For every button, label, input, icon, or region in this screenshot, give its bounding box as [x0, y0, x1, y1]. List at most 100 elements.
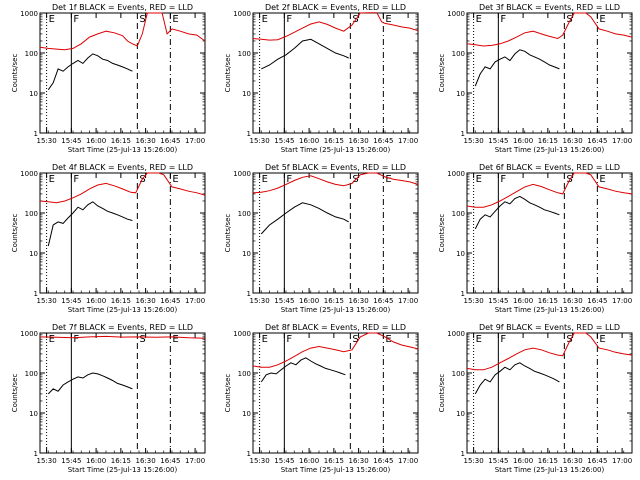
y-tick-label: 1000 — [233, 10, 251, 18]
x-tick-label: 16:45 — [160, 457, 180, 465]
marker-label: S — [566, 14, 572, 25]
y-tick-label: 1000 — [447, 330, 465, 338]
y-tick-label: 1000 — [447, 170, 465, 178]
x-axis-label: Start Time (25-Jul-13 15:26:00) — [68, 306, 178, 314]
subplot-det-6f: Det 6f BLACK = Events, RED = LLD 1 10 100 10… — [438, 163, 633, 314]
x-tick-label: 16:00 — [299, 297, 319, 305]
x-tick-label: 16:30 — [563, 297, 583, 305]
y-tick-label: 1 — [34, 130, 38, 138]
x-tick-label: 17:00 — [398, 137, 418, 145]
marker-label: S — [139, 334, 145, 345]
subplot-title: Det 6f BLACK = Events, RED = LLD — [479, 163, 620, 172]
marker-label: E — [262, 174, 268, 185]
y-tick-label: 100 — [238, 210, 251, 218]
series-line-events — [47, 201, 133, 247]
series-line-lld — [466, 332, 633, 371]
marker-label: E — [49, 334, 55, 345]
x-tick-label: 15:45 — [274, 137, 294, 145]
y-tick-label: 10 — [242, 250, 251, 258]
marker-label: E — [262, 14, 268, 25]
x-tick-label: 15:45 — [274, 457, 294, 465]
y-tick-label: 10 — [456, 410, 465, 418]
x-tick-label: 16:30 — [349, 137, 369, 145]
y-tick-label: 10 — [29, 90, 38, 98]
y-tick-label: 100 — [238, 50, 251, 58]
x-axis-label: Start Time (25-Jul-13 15:26:00) — [68, 146, 178, 154]
marker-label: E — [172, 334, 178, 345]
subplot-title: Det 3f BLACK = Events, RED = LLD — [479, 3, 620, 12]
x-tick-label: 15:30 — [250, 457, 270, 465]
x-tick-label: 15:45 — [274, 297, 294, 305]
x-tick-label: 16:00 — [513, 137, 533, 145]
y-axis-label: Counts/sec — [11, 54, 19, 93]
series-line-lld — [39, 172, 206, 204]
y-tick-label: 1 — [461, 290, 465, 298]
y-axis-label: Counts/sec — [438, 54, 446, 93]
y-tick-label: 1000 — [233, 170, 251, 178]
y-tick-label: 100 — [452, 370, 465, 378]
subplot-det-7f: Det 7f BLACK = Events, RED = LLD 1 10 100 10… — [11, 323, 206, 474]
marker-label: S — [139, 14, 145, 25]
y-tick-label: 1000 — [233, 330, 251, 338]
x-tick-label: 16:15 — [111, 457, 131, 465]
x-tick-label: 16:45 — [373, 297, 393, 305]
marker-label: F — [500, 174, 506, 185]
x-tick-label: 16:30 — [349, 297, 369, 305]
series-line-lld — [39, 12, 206, 51]
series-line-lld — [466, 172, 633, 208]
series-line-lld — [466, 12, 633, 47]
subplot-det-2f: Det 2f BLACK = Events, RED = LLD 1 10 100 10… — [224, 3, 419, 154]
subplot-det-1f: Det 1f BLACK = Events, RED = LLD 1 10 100 10… — [11, 3, 206, 154]
subplot-title: Det 5f BLACK = Events, RED = LLD — [265, 163, 406, 172]
x-axis-label: Start Time (25-Jul-13 15:26:00) — [495, 306, 605, 314]
series-line-events — [47, 53, 133, 91]
marker-label: F — [73, 174, 79, 185]
y-axis-label: Counts/sec — [224, 214, 232, 253]
series-line-lld — [252, 12, 419, 41]
subplot-title: Det 7f BLACK = Events, RED = LLD — [52, 323, 193, 332]
y-tick-label: 1 — [34, 450, 38, 458]
series-line-events — [474, 362, 560, 395]
y-tick-label: 100 — [452, 50, 465, 58]
subplot-title: Det 8f BLACK = Events, RED = LLD — [265, 323, 406, 332]
x-tick-label: 16:30 — [136, 457, 156, 465]
x-axis-label: Start Time (25-Jul-13 15:26:00) — [495, 466, 605, 474]
y-tick-label: 1000 — [20, 170, 38, 178]
x-tick-label: 16:00 — [86, 297, 106, 305]
x-tick-label: 16:45 — [373, 137, 393, 145]
x-tick-label: 16:45 — [373, 457, 393, 465]
subplot-det-5f: Det 5f BLACK = Events, RED = LLD 1 10 100 10… — [224, 163, 419, 314]
subplot-title: Det 2f BLACK = Events, RED = LLD — [265, 3, 406, 12]
y-tick-label: 1 — [247, 290, 251, 298]
x-tick-label: 16:30 — [136, 137, 156, 145]
subplot-det-3f: Det 3f BLACK = Events, RED = LLD 1 10 100 10… — [438, 3, 633, 154]
x-tick-label: 15:30 — [37, 457, 57, 465]
x-tick-label: 16:00 — [299, 457, 319, 465]
y-tick-label: 10 — [29, 410, 38, 418]
marker-label: E — [476, 334, 482, 345]
subplot-det-9f: Det 9f BLACK = Events, RED = LLD 1 10 100 10… — [438, 323, 633, 474]
series-line-events — [260, 202, 349, 235]
marker-label: E — [172, 14, 178, 25]
x-tick-label: 17:00 — [185, 457, 205, 465]
subplot-det-4f: Det 4f BLACK = Events, RED = LLD 1 10 100 10… — [11, 163, 206, 314]
plot-frame — [252, 172, 419, 294]
x-tick-label: 17:00 — [612, 297, 632, 305]
marker-label: F — [73, 14, 79, 25]
x-tick-label: 15:45 — [488, 457, 508, 465]
marker-label: E — [599, 174, 605, 185]
x-axis-label: Start Time (25-Jul-13 15:26:00) — [68, 466, 178, 474]
y-tick-label: 100 — [238, 370, 251, 378]
marker-label: S — [352, 334, 358, 345]
y-axis-label: Counts/sec — [11, 374, 19, 413]
x-tick-label: 16:00 — [299, 137, 319, 145]
x-tick-label: 15:45 — [61, 457, 81, 465]
subplot-title: Det 1f BLACK = Events, RED = LLD — [52, 3, 193, 12]
plot-frame — [39, 332, 206, 454]
plot-frame — [252, 12, 419, 134]
subplot-title: Det 9f BLACK = Events, RED = LLD — [479, 323, 620, 332]
y-tick-label: 1000 — [20, 10, 38, 18]
marker-label: S — [566, 334, 572, 345]
y-tick-label: 1000 — [20, 330, 38, 338]
